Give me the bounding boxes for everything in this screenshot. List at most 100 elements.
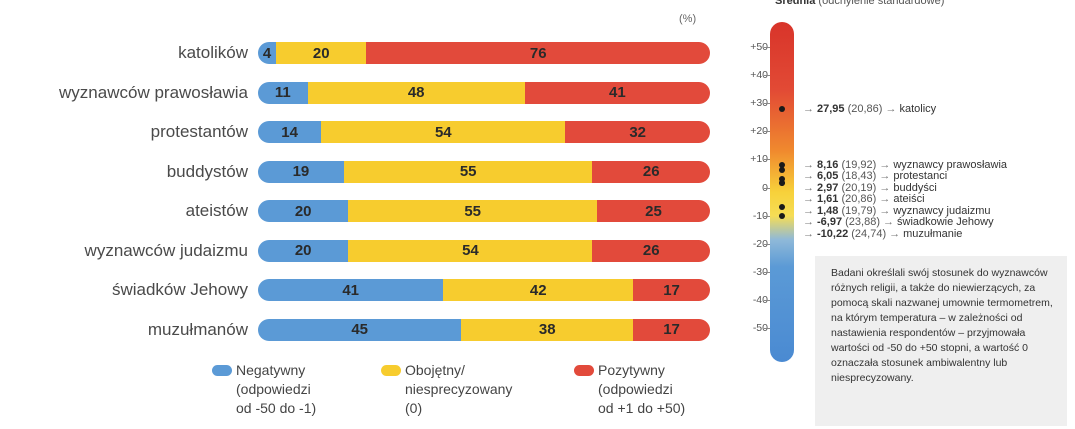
y-tick-label: -30 bbox=[752, 265, 768, 278]
y-tick-mark bbox=[764, 75, 770, 77]
point-label: wyznawcy judaizmu bbox=[893, 204, 991, 217]
y-tick-label: +10 bbox=[750, 153, 768, 166]
bar-segment-neg: 14 bbox=[258, 121, 322, 143]
point-label: protestanci bbox=[893, 170, 948, 183]
category-label: muzułmanów bbox=[147, 319, 248, 339]
mean-value: 27,95 bbox=[817, 102, 845, 115]
arrow-icon: → bbox=[879, 193, 891, 206]
bar-segment-ind: 42 bbox=[443, 279, 634, 301]
bar-segment-neg: 4 bbox=[258, 42, 277, 64]
point-annotation: → 1,61 (20,86) → ateiści bbox=[800, 193, 925, 205]
y-tick-mark bbox=[764, 328, 770, 329]
y-tick-label: -10 bbox=[752, 209, 768, 222]
bar-row: 20 54 26 bbox=[258, 239, 710, 262]
bar-segment-ind: 54 bbox=[321, 121, 566, 143]
thermometer-title: Średnia (odchylenie standardowe) bbox=[775, 0, 944, 7]
mean-point bbox=[779, 161, 785, 168]
y-tick-label: +50 bbox=[750, 41, 768, 53]
y-tick-label: -40 bbox=[752, 293, 768, 306]
y-tick-mark bbox=[764, 103, 770, 105]
arrow-icon: → bbox=[879, 181, 891, 194]
arrow-icon: → bbox=[879, 158, 891, 171]
legend-line: (odpowiedzi bbox=[598, 381, 673, 397]
sd-value: (20,19) bbox=[838, 181, 877, 194]
mean-value: 8,16 bbox=[817, 158, 839, 171]
mean-point bbox=[779, 204, 785, 211]
y-tick-mark bbox=[764, 243, 770, 245]
bar-segment-pos: 26 bbox=[592, 239, 710, 262]
arrow-icon: → bbox=[803, 158, 814, 171]
bar-segment-ind: 48 bbox=[307, 81, 525, 104]
category-label: buddystów bbox=[166, 161, 248, 181]
legend-line: niesprecyzowany bbox=[405, 381, 513, 397]
arrow-icon: → bbox=[879, 204, 891, 217]
arrow-icon: → bbox=[803, 170, 814, 183]
bar-row: 41 42 17 bbox=[258, 279, 710, 301]
bar-segment-pos: 32 bbox=[565, 121, 710, 143]
unit-label: (%) bbox=[679, 13, 697, 25]
legend-line: od -50 do -1) bbox=[236, 400, 317, 416]
mean-value: -6,97 bbox=[817, 216, 843, 229]
legend-line: Pozytywny bbox=[598, 362, 665, 378]
thermometer-scale bbox=[770, 22, 794, 362]
category-label: ateistów bbox=[185, 201, 248, 220]
category-label: wyznawców judaizmu bbox=[84, 240, 248, 260]
thermometer-title-main: Średnia bbox=[775, 0, 816, 7]
point-label: muzułmanie bbox=[903, 227, 963, 240]
mean-value: 2,97 bbox=[817, 181, 839, 194]
sd-value: (19,79) bbox=[838, 204, 877, 217]
mean-value: 1,61 bbox=[817, 193, 839, 206]
bar-row: 4 20 76 bbox=[258, 42, 710, 64]
point-annotation: → -6,97 (23,88) → świadkowie Jehowy bbox=[800, 216, 994, 228]
arrow-icon: → bbox=[803, 227, 814, 240]
mean-point bbox=[779, 167, 785, 174]
point-label: wyznawcy prawosławia bbox=[893, 158, 1008, 171]
mean-point bbox=[779, 105, 785, 112]
bar-segment-neg: 19 bbox=[258, 160, 344, 183]
y-tick-label: -50 bbox=[752, 322, 768, 334]
sd-value: (24,74) bbox=[848, 227, 887, 240]
sd-value: (20,86) bbox=[838, 193, 877, 206]
arrow-icon: → bbox=[885, 102, 897, 115]
y-tick-label: +40 bbox=[750, 69, 768, 82]
legend-line: Obojętny/ bbox=[405, 362, 465, 378]
thermometer-title-sub: (odchylenie standardowe) bbox=[815, 0, 945, 7]
arrow-icon: → bbox=[803, 193, 814, 206]
mean-point bbox=[779, 213, 785, 220]
point-label: świadkowie Jehowy bbox=[897, 216, 994, 229]
mean-value: 6,05 bbox=[817, 170, 839, 183]
point-annotation: → 27,95 (20,86) → katolicy bbox=[800, 103, 936, 115]
bar-segment-ind: 20 bbox=[276, 42, 367, 64]
bar-segment-pos: 17 bbox=[633, 318, 710, 341]
legend-line: Negatywny bbox=[236, 362, 306, 378]
legend-line: (odpowiedzi bbox=[236, 381, 311, 397]
point-label: buddyści bbox=[893, 181, 937, 194]
bar-row: 14 54 32 bbox=[258, 121, 710, 143]
legend-entry: Negatywny (odpowiedzi od -50 do -1) bbox=[236, 361, 316, 418]
bar-segment-ind: 38 bbox=[461, 318, 634, 341]
legend-line: od +1 do +50) bbox=[598, 400, 686, 416]
bar-row: 19 55 26 bbox=[258, 160, 710, 183]
y-tick-label: -20 bbox=[752, 237, 768, 250]
mean-value: 1,48 bbox=[817, 204, 839, 217]
point-label: ateiści bbox=[893, 193, 925, 206]
bar-row: 45 38 17 bbox=[258, 318, 710, 341]
bar-segment-pos: 41 bbox=[524, 81, 710, 104]
sd-value: (18,43) bbox=[838, 170, 877, 183]
mean-point bbox=[779, 180, 785, 187]
legend-entry: Obojętny/niesprecyzowany (0) bbox=[405, 361, 512, 418]
point-annotation: → 2,97 (20,19) → buddyści bbox=[800, 182, 937, 194]
arrow-icon: → bbox=[803, 216, 814, 229]
note-box bbox=[815, 256, 1067, 426]
bar-segment-ind: 54 bbox=[348, 239, 593, 262]
y-tick-mark bbox=[764, 299, 770, 301]
category-label: protestantów bbox=[150, 122, 248, 141]
y-tick-mark bbox=[764, 271, 770, 273]
sd-value: (20,86) bbox=[844, 102, 883, 115]
point-label: katolicy bbox=[899, 102, 937, 115]
y-tick-mark bbox=[764, 131, 770, 133]
category-label: wyznawców prawosławia bbox=[59, 82, 248, 102]
legend-line: (0) bbox=[405, 400, 423, 416]
sd-value: (19,92) bbox=[838, 158, 877, 171]
